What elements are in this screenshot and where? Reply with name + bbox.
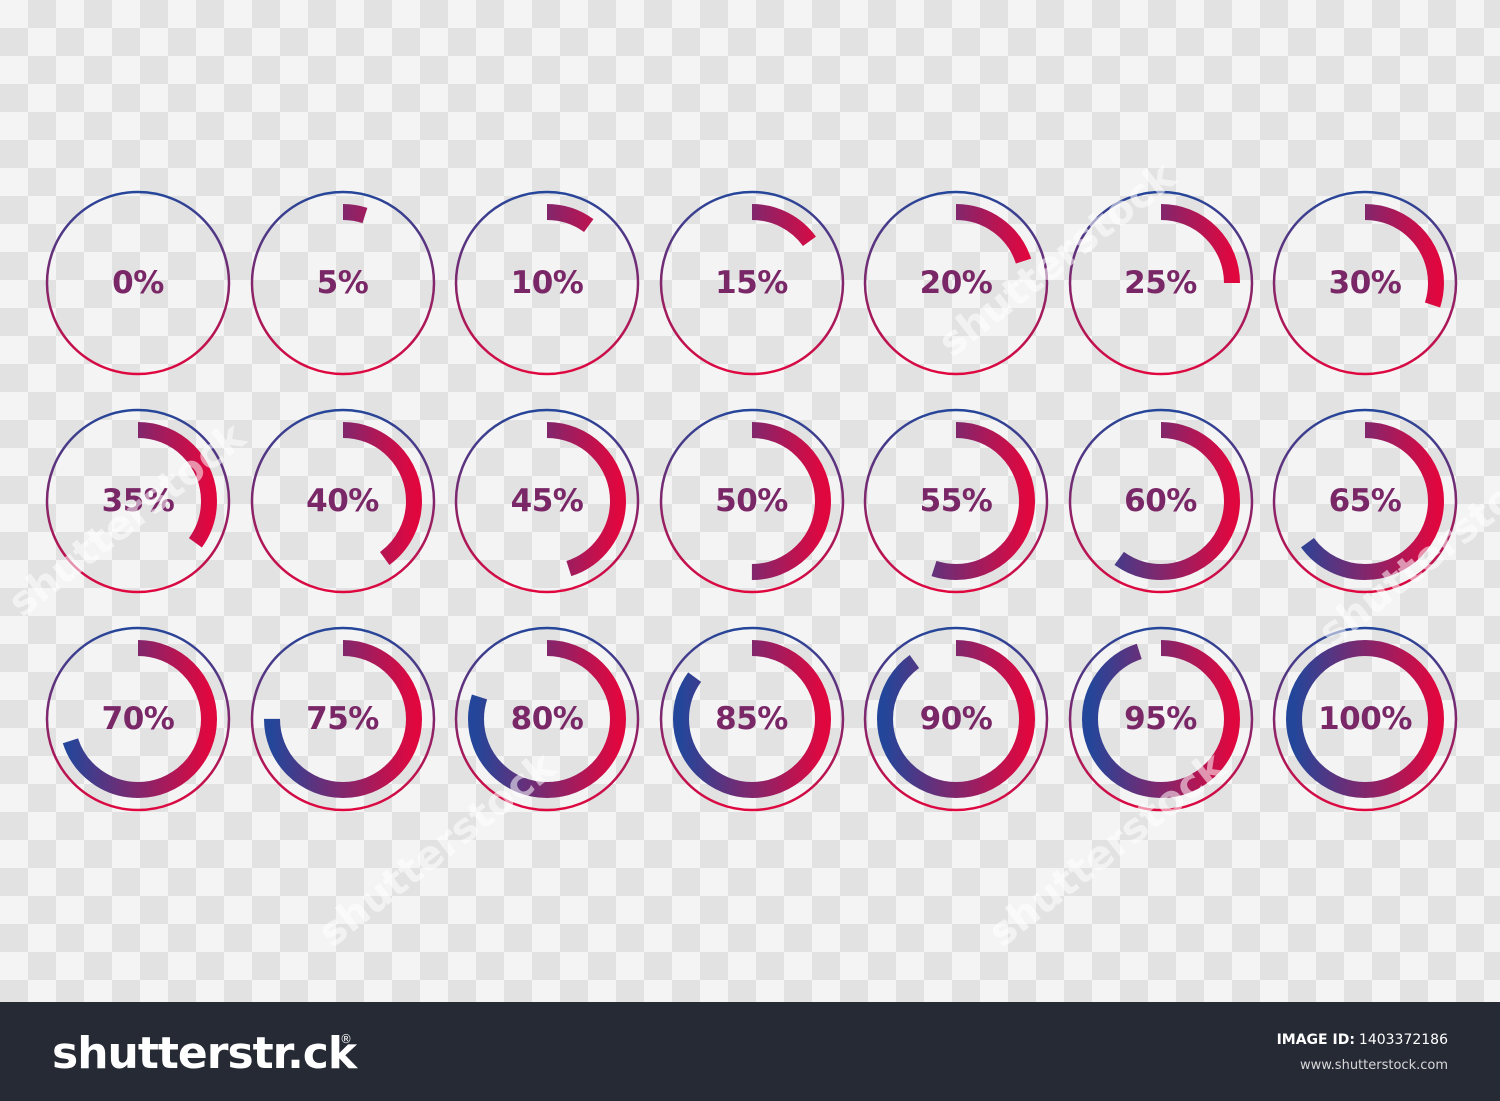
outer-ring [659, 408, 844, 594]
outer-ring [659, 190, 844, 376]
percentage-ring-0: 0% [43, 188, 233, 378]
percentage-label: 25% [1124, 265, 1197, 301]
outer-ring [1068, 190, 1253, 376]
progress-arc [1286, 204, 1444, 362]
percentage-label: 45% [510, 483, 584, 519]
progress-arc [59, 422, 217, 580]
progress-arc [1081, 422, 1240, 580]
percentage-ring-50: 50% [657, 406, 847, 596]
outer-ring [1068, 626, 1253, 812]
outer-ring [250, 626, 435, 812]
progress-arc [672, 640, 831, 798]
percentage-label: 35% [101, 483, 175, 519]
outer-ring [454, 626, 640, 812]
percentage-ring-75: 75% [248, 624, 438, 814]
image-id-label: IMAGE ID: [1276, 1032, 1355, 1048]
outer-ring [1272, 626, 1458, 812]
outer-ring [659, 626, 844, 812]
outer-ring [454, 190, 640, 376]
progress-arc [877, 640, 1035, 798]
outer-ring [1272, 408, 1458, 594]
progress-arc [468, 204, 626, 362]
percentage-label: 95% [1124, 701, 1197, 737]
outer-ring [250, 190, 435, 376]
progress-arc [1286, 422, 1444, 580]
percentage-ring-30: 30% [1270, 188, 1460, 378]
percentage-label: 85% [715, 701, 788, 737]
percentage-ring-25: 25% [1066, 188, 1256, 378]
outer-ring [454, 408, 640, 594]
outer-ring [45, 626, 231, 812]
percentage-label: 50% [715, 483, 788, 519]
percentage-label: 65% [1328, 483, 1402, 519]
image-id-value: 1403372186 [1358, 1032, 1448, 1048]
percentage-label: 60% [1124, 483, 1197, 519]
percentage-ring-65: 65% [1270, 406, 1460, 596]
percentage-ring-45: 45% [452, 406, 642, 596]
outer-ring [45, 190, 231, 376]
progress-arc [468, 422, 626, 580]
percentage-ring-55: 55% [861, 406, 1051, 596]
percentage-ring-70: 70% [43, 624, 233, 814]
percentage-label: 75% [306, 701, 379, 737]
progress-arc [672, 204, 831, 362]
outer-ring [863, 626, 1049, 812]
progress-arc [263, 422, 422, 580]
percentage-ring-85: 85% [657, 624, 847, 814]
percentage-label: 70% [101, 701, 175, 737]
percentage-label: 40% [306, 483, 379, 519]
percentage-ring-grid: 0% 5% 10% 15% 20% 25% 30% 35% 40% 45% 50% 55% 60% 65%… [43, 188, 1460, 814]
percentage-ring-95: 95% [1066, 624, 1256, 814]
percentage-ring-80: 80% [452, 624, 642, 814]
outer-ring [45, 408, 231, 594]
percentage-label: 20% [919, 265, 993, 301]
footer-bar: shutterstr.ck ® IMAGE ID: 1403372186 www.… [0, 1002, 1500, 1101]
image-id: IMAGE ID: 1403372186 [1277, 1032, 1448, 1048]
progress-arc [1286, 640, 1444, 798]
percentage-label: 55% [919, 483, 993, 519]
progress-arc [263, 204, 422, 362]
progress-arc [672, 422, 831, 580]
percentage-ring-5: 5% [248, 188, 438, 378]
percentage-label: 30% [1328, 265, 1402, 301]
outer-ring [1272, 190, 1458, 376]
percentage-ring-35: 35% [43, 406, 233, 596]
percentage-label: 90% [919, 701, 993, 737]
outer-ring [863, 190, 1049, 376]
progress-arc [263, 640, 422, 798]
progress-arc [1081, 640, 1240, 798]
shutterstock-logo[interactable]: shutterstr.ck [52, 1028, 357, 1079]
percentage-label: 100% [1318, 701, 1412, 737]
percentage-ring-100: 100% [1270, 624, 1460, 814]
percentage-label: 10% [510, 265, 584, 301]
percentage-ring-10: 10% [452, 188, 642, 378]
outer-ring [1068, 408, 1253, 594]
progress-arc [877, 422, 1035, 580]
percentage-label: 0% [112, 265, 164, 301]
outer-ring [250, 408, 435, 594]
percentage-ring-90: 90% [861, 624, 1051, 814]
percentage-label: 80% [510, 701, 584, 737]
progress-arc [59, 640, 217, 798]
percentage-label: 15% [715, 265, 788, 301]
progress-arc [468, 640, 626, 798]
site-url[interactable]: www.shutterstock.com [1299, 1058, 1448, 1073]
percentage-ring-15: 15% [657, 188, 847, 378]
transparency-checkerboard [0, 0, 1500, 1002]
progress-arc [877, 204, 1035, 362]
percentage-ring-40: 40% [248, 406, 438, 596]
progress-arc [1081, 204, 1240, 362]
outer-ring [863, 408, 1049, 594]
percentage-ring-20: 20% [861, 188, 1051, 378]
percentage-label: 5% [316, 265, 369, 301]
percentage-ring-60: 60% [1066, 406, 1256, 596]
registered-mark: ® [340, 1032, 352, 1046]
